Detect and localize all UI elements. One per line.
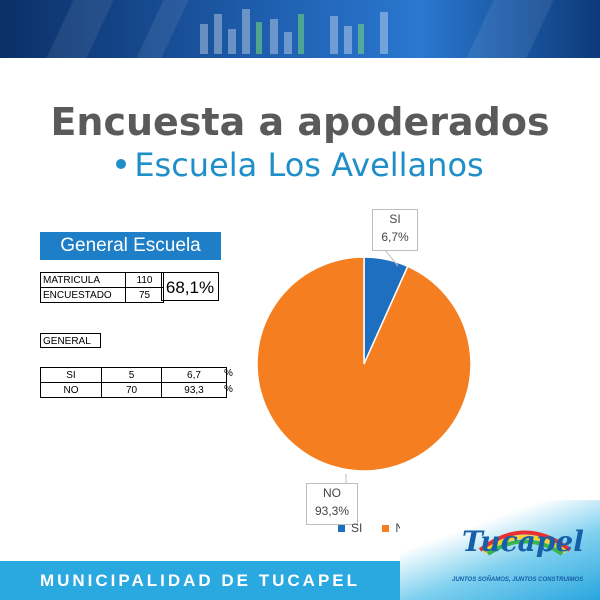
legend-swatch-no [382, 524, 390, 532]
footer-text: MUNICIPALIDAD DE TUCAPEL [39, 571, 361, 590]
percent-sign: % [224, 368, 233, 379]
logo-tagline: JUNTOS SOÑAMOS, JUNTOS CONSTRUIMOS [452, 577, 584, 583]
page-title: Encuesta a apoderados [50, 100, 550, 144]
logo-area [400, 500, 600, 600]
pie-slice-no [256, 256, 472, 472]
subtitle-text: Escuela Los Avellanos [134, 146, 484, 184]
table-cell-percent: 93,3 [161, 382, 227, 398]
page-subtitle: Escuela Los Avellanos [0, 146, 600, 184]
callout-si-category: SI [389, 212, 401, 226]
legend-label-si: SI [351, 521, 363, 535]
callout-no-category: NO [323, 486, 341, 500]
table-row: ENCUESTADO 75 [40, 287, 164, 303]
rainbow-logo-icon [478, 530, 572, 556]
general-label: GENERAL [40, 333, 101, 348]
enrollment-table: MATRICULA 110 ENCUESTADO 75 [40, 272, 164, 303]
decorative-bars [200, 9, 388, 54]
table-cell-count: 70 [101, 382, 162, 398]
callout-no: NO 93,3% [306, 483, 358, 525]
callout-si-value: 6,7% [381, 230, 409, 244]
legend-swatch-si [338, 524, 345, 532]
results-table: SI 5 6,7 NO 70 93,3 [40, 367, 227, 398]
callout-si: SI 6,7% [372, 209, 418, 251]
logo-word: Tucapel [462, 525, 584, 558]
table-row: SI 5 6,7 [40, 367, 227, 383]
table-row: NO 70 93,3 [40, 382, 227, 398]
section-label: General Escuela [40, 232, 221, 260]
callout-no-value: 93,3% [314, 504, 350, 518]
table-cell-value: 75 [125, 287, 164, 303]
bullet-icon [116, 159, 127, 169]
header-banner [0, 0, 600, 58]
response-rate: 68,1% [161, 272, 219, 301]
footer-bar: MUNICIPALIDAD DE TUCAPEL [0, 561, 400, 600]
percent-sign: % [224, 384, 233, 395]
table-row: MATRICULA 110 [40, 272, 164, 288]
callout-leader-si [384, 249, 399, 267]
